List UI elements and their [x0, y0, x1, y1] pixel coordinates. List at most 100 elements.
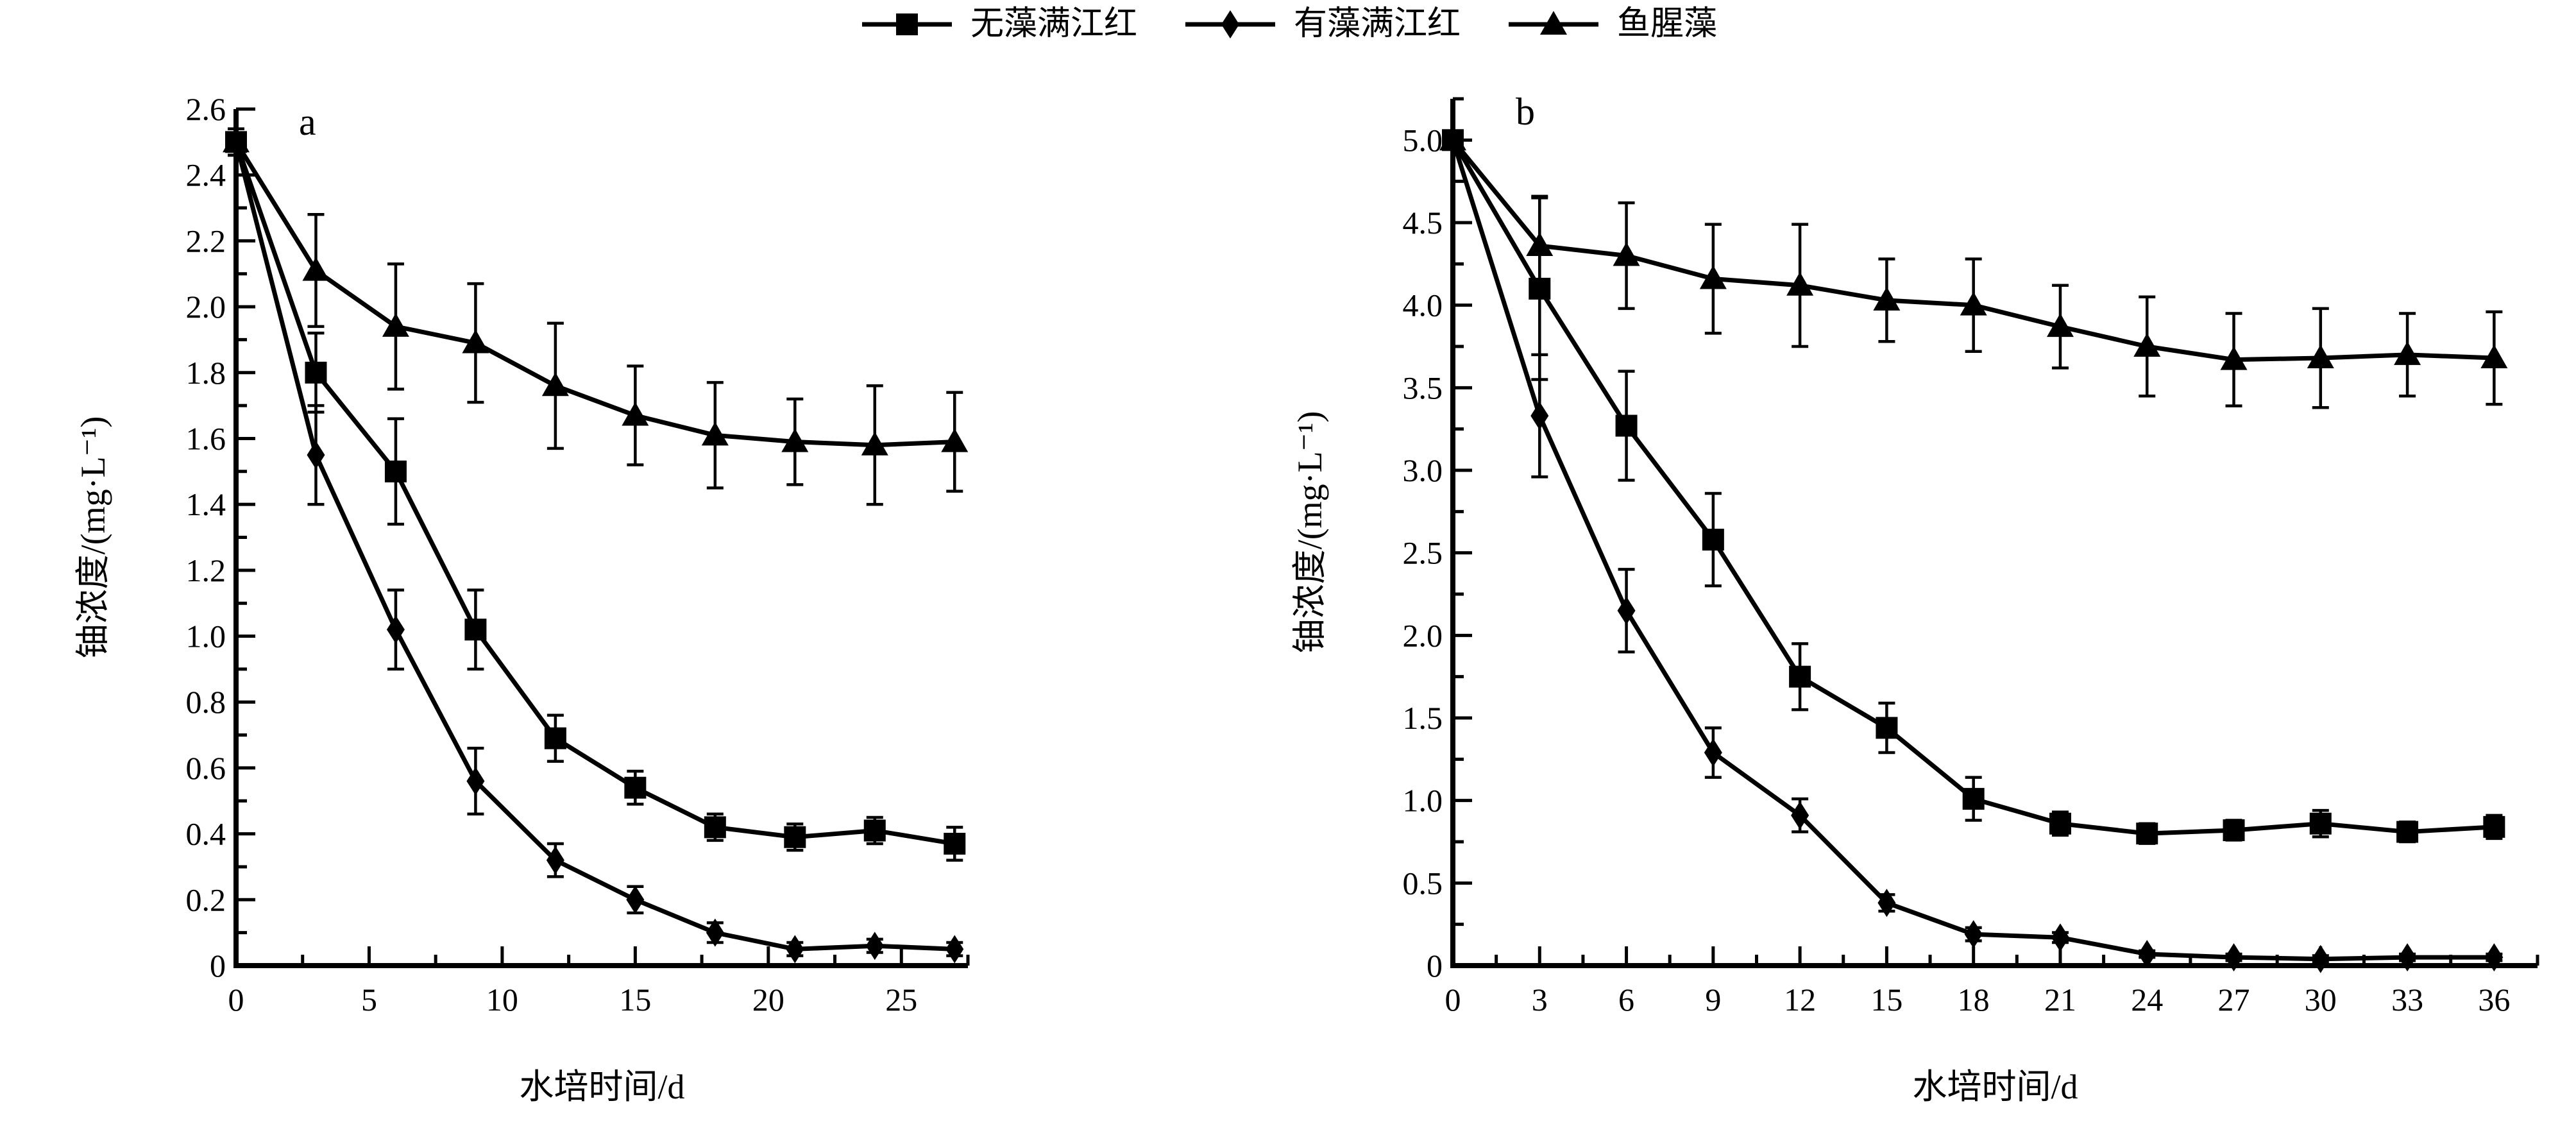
square-marker-icon — [2049, 812, 2071, 835]
y-tick-label: 2.0 — [186, 289, 226, 325]
diamond-marker-icon — [1617, 596, 1636, 625]
y-tick-label: 0 — [210, 948, 226, 984]
axis-ticks: 0 0.2 0.4 0.6 0.8 1.0 1.2 1.4 1.6 1.8 2.0 2.2 2.4 2.6… — [186, 91, 970, 1018]
diamond-marker-icon — [2224, 943, 2243, 972]
diamond-marker-icon — [786, 935, 804, 964]
square-marker-icon — [1702, 529, 1724, 551]
square-marker-icon — [1962, 788, 1985, 810]
y-tick-label: 1.0 — [1403, 783, 1443, 819]
x-tick-label: 33 — [2391, 982, 2423, 1018]
y-tick-label: 0.5 — [1403, 865, 1443, 901]
square-marker-icon — [1615, 414, 1638, 437]
chart-panel-a: 0 0.2 0.4 0.6 0.8 1.0 1.2 1.4 1.6 1.8 2.0 2.2 2.4 2.6… — [74, 91, 970, 1106]
panel-letter: b — [1516, 90, 1535, 133]
triangle-marker-icon — [223, 128, 250, 153]
triangle-marker-icon — [941, 428, 969, 452]
x-tick-label: 5 — [361, 982, 377, 1018]
y-tick-label: 4.0 — [1403, 287, 1443, 323]
square-marker-icon — [704, 816, 726, 839]
series-square — [225, 127, 966, 862]
triangle-marker-icon — [1786, 271, 1814, 296]
y-tick-label: 0.6 — [186, 750, 226, 786]
diamond-marker-icon — [2051, 923, 2069, 952]
series-line — [233, 141, 955, 846]
diamond-marker-icon — [546, 846, 564, 874]
square-marker-icon — [384, 460, 407, 482]
panel-letter: a — [299, 101, 316, 143]
diamond-marker-icon — [1964, 920, 1983, 949]
diamond-marker-icon — [1221, 10, 1239, 38]
legend-item-label: 无藻满江红 — [970, 6, 1137, 42]
triangle-marker-icon — [2220, 346, 2248, 370]
triangle-marker-icon — [1613, 242, 1640, 266]
y-tick-label: 1.8 — [186, 355, 226, 391]
y-tick-label: 0 — [1427, 948, 1443, 984]
x-tick-label: 25 — [885, 982, 917, 1018]
diamond-marker-icon — [2138, 939, 2157, 968]
y-tick-label: 1.0 — [186, 618, 226, 654]
square-marker-icon — [544, 727, 566, 749]
square-marker-icon — [2396, 821, 2419, 843]
triangle-marker-icon — [1540, 11, 1568, 35]
y-tick-label: 3.0 — [1403, 452, 1443, 488]
diamond-marker-icon — [1791, 801, 1809, 830]
y-tick-label: 0.8 — [186, 684, 226, 720]
diamond-marker-icon — [1877, 889, 1896, 917]
square-marker-icon — [861, 13, 952, 35]
y-tick-label: 2.5 — [1403, 535, 1443, 571]
series-line — [1450, 139, 2495, 836]
square-marker-icon — [624, 776, 647, 799]
triangle-marker-icon — [1960, 291, 1987, 316]
y-tick-label: 2.6 — [186, 91, 226, 127]
legend-item-label: 有藻满江红 — [1293, 6, 1461, 42]
y-tick-label: 1.4 — [186, 486, 226, 522]
y-tick-label: 1.2 — [186, 552, 226, 588]
triangle-marker-icon — [2046, 313, 2074, 337]
x-tick-label: 0 — [228, 982, 244, 1018]
diamond-marker-icon — [2311, 944, 2330, 973]
square-marker-icon — [464, 618, 487, 641]
y-tick-label: 0.2 — [186, 882, 226, 917]
y-tick-label: 2.2 — [186, 223, 226, 259]
y-tick-label: 4.5 — [1403, 205, 1443, 241]
x-tick-label: 15 — [1870, 982, 1902, 1018]
square-marker-icon — [2309, 812, 2332, 835]
y-tick-label: 3.5 — [1403, 370, 1443, 405]
y-tick-label: 1.6 — [186, 420, 226, 456]
diamond-marker-icon — [945, 935, 964, 964]
diamond-marker-icon — [466, 767, 485, 796]
chart-panel-b: 00.51.01.52.02.53.03.54.04.55.00 3 6 9 12 15 1… — [1291, 90, 2539, 1106]
triangle-marker-icon — [2394, 341, 2421, 365]
series-triangle — [223, 127, 969, 506]
y-tick-label: 2.0 — [1403, 617, 1443, 653]
series-triangle — [1439, 126, 2508, 409]
triangle-marker-icon — [302, 257, 330, 281]
triangle-marker-icon — [541, 372, 569, 397]
diamond-marker-icon — [865, 932, 884, 960]
x-tick-label: 0 — [1445, 982, 1461, 1018]
x-tick-label: 9 — [1705, 982, 1721, 1018]
triangle-marker-icon — [2307, 345, 2334, 369]
triangle-marker-icon — [1699, 265, 1727, 289]
axes-lines — [233, 109, 968, 968]
legend: 无藻满江红 有藻满江红 鱼腥藻 — [859, 4, 1717, 45]
y-tick-label: 1.5 — [1403, 700, 1443, 736]
series-line — [233, 141, 955, 951]
x-tick-label: 3 — [1532, 982, 1548, 1018]
x-axis-title: 水培时间/d — [1912, 1068, 2078, 1106]
diamond-marker-icon — [706, 918, 724, 947]
triangle-marker-icon — [1526, 232, 1554, 257]
triangle-marker-icon — [861, 431, 888, 456]
x-tick-label: 20 — [752, 982, 784, 1018]
series-square — [1442, 129, 2505, 845]
axes-lines — [1450, 99, 2538, 968]
diamond-marker-icon — [1704, 738, 1722, 767]
triangle-marker-icon — [701, 422, 729, 446]
x-tick-label: 27 — [2218, 982, 2250, 1018]
x-tick-label: 30 — [2305, 982, 2337, 1018]
x-tick-label: 6 — [1618, 982, 1634, 1018]
triangle-marker-icon — [622, 402, 649, 426]
legend-item-algae-azolla: 有藻满江红 — [1182, 4, 1461, 45]
x-tick-label: 12 — [1784, 982, 1816, 1018]
